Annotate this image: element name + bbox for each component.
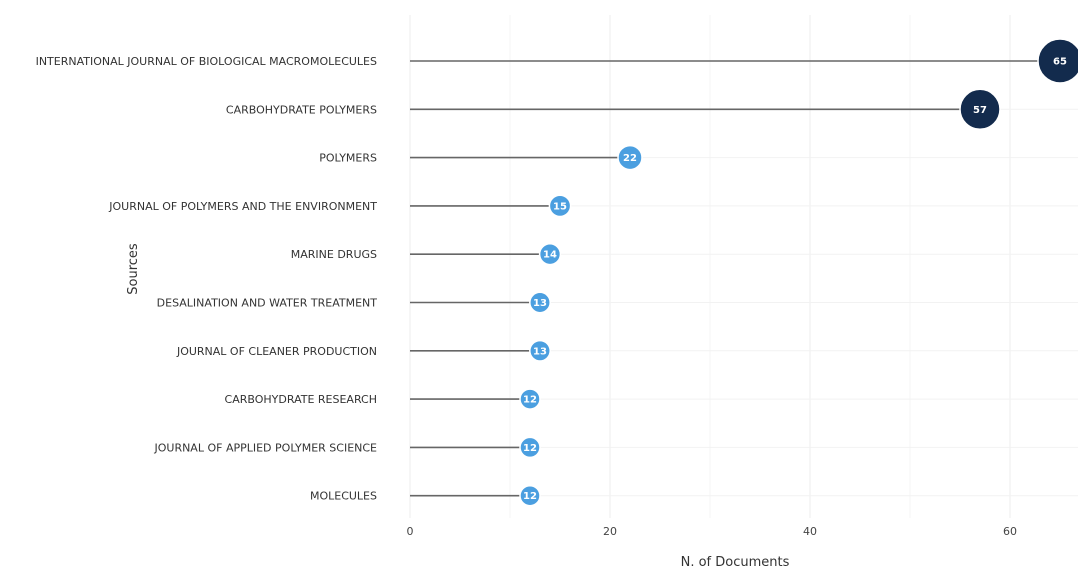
category-label: JOURNAL OF POLYMERS AND THE ENVIRONMENT [108,200,377,213]
category-label: INTERNATIONAL JOURNAL OF BIOLOGICAL MACR… [36,55,377,68]
category-label: DESALINATION AND WATER TREATMENT [157,297,378,310]
bubble-value-label: 12 [523,395,537,406]
bubble-value-label: 15 [553,201,567,212]
category-label: JOURNAL OF APPLIED POLYMER SCIENCE [153,441,377,454]
x-tick-label: 60 [1003,525,1017,538]
bubble-value-label: 12 [523,491,537,502]
bubble-value-label: 14 [543,250,557,261]
bubble-layer: 65 57 22 15 14 13 13 12 12 12 [519,38,1078,507]
category-label: CARBOHYDRATE RESEARCH [225,393,377,406]
bubble-value-label: 13 [533,346,547,357]
x-axis-title: N. of Documents [681,555,790,570]
lollipop-bubble [548,194,572,218]
x-tick-label: 40 [803,525,817,538]
lollipop-bubble [529,291,551,314]
category-label: JOURNAL OF CLEANER PRODUCTION [176,345,377,358]
category-label: CARBOHYDRATE POLYMERS [226,103,377,116]
bubble-value-label: 12 [523,443,537,454]
lollipop-bubble [529,339,551,362]
x-tick-label: 20 [603,525,617,538]
lollipop-bubble [519,388,541,410]
bubble-value-label: 13 [533,298,547,309]
category-labels: INTERNATIONAL JOURNAL OF BIOLOGICAL MACR… [36,55,378,503]
lollipop-bubble [1037,38,1078,84]
lollipop-bubble [959,88,1001,131]
y-axis-title: Sources [126,243,141,295]
x-tick-labels: 0 20 40 60 [407,525,1018,538]
lollipop-bubble [519,436,541,459]
bubble-value-label: 22 [623,153,637,164]
bubble-value-label: 57 [973,105,987,116]
x-tick-label: 0 [407,525,414,538]
stem-layer [410,60,1060,497]
lollipop-bubble [519,484,541,507]
category-label: MOLECULES [310,490,377,503]
bubble-value-label: 65 [1053,57,1067,68]
lollipop-bubble [617,144,643,171]
category-label: POLYMERS [319,152,377,165]
category-label: MARINE DRUGS [291,248,377,261]
lollipop-bubble [538,243,562,266]
